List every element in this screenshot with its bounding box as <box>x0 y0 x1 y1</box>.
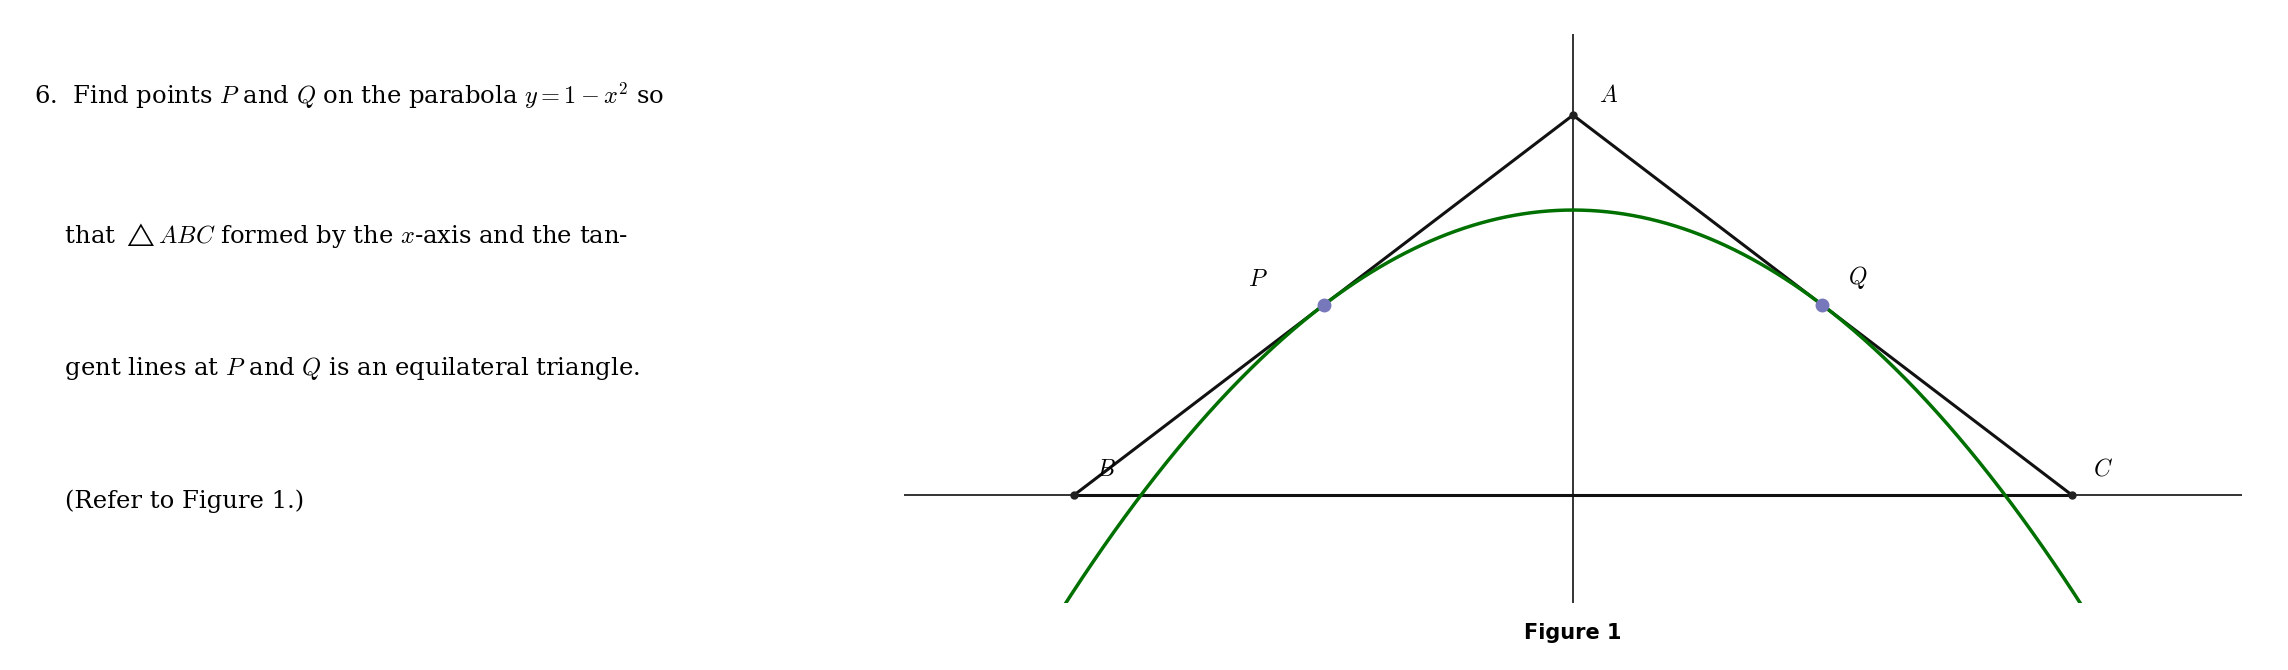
Text: $Q$: $Q$ <box>1849 264 1867 291</box>
Text: $C$: $C$ <box>2094 458 2114 480</box>
Text: gent lines at $P$ and $Q$ is an equilateral triangle.: gent lines at $P$ and $Q$ is an equilate… <box>34 355 641 382</box>
Text: Figure 1: Figure 1 <box>1524 623 1622 643</box>
Text: $A$: $A$ <box>1599 84 1618 107</box>
Text: $B$: $B$ <box>1096 458 1117 480</box>
Text: (Refer to Figure 1.): (Refer to Figure 1.) <box>34 489 304 513</box>
Text: 6.  Find points $P$ and $Q$ on the parabola $y = 1-x^2$ so: 6. Find points $P$ and $Q$ on the parabo… <box>34 80 664 111</box>
Text: that $\triangle ABC$ formed by the $x$-axis and the tan-: that $\triangle ABC$ formed by the $x$-a… <box>34 221 629 250</box>
Text: $P$: $P$ <box>1247 268 1268 291</box>
